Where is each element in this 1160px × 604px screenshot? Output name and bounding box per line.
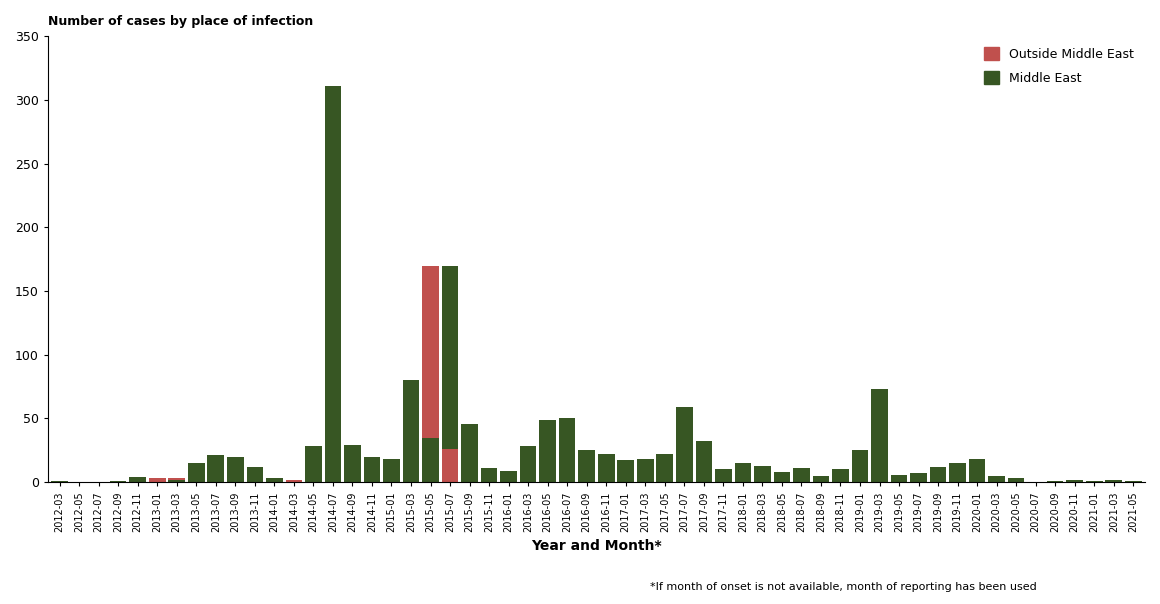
Bar — [422, 437, 438, 482]
Bar — [676, 407, 693, 482]
Bar — [871, 389, 887, 482]
Bar — [285, 480, 302, 482]
Bar — [305, 446, 321, 482]
Bar — [148, 478, 166, 482]
Bar — [988, 476, 1005, 482]
Bar — [1086, 481, 1102, 482]
Text: *If month of onset is not available, month of reporting has been used: *If month of onset is not available, mon… — [650, 582, 1036, 592]
Bar — [969, 459, 985, 482]
Bar — [559, 419, 575, 482]
Bar — [208, 455, 224, 482]
Bar — [168, 478, 186, 482]
Bar — [851, 451, 869, 482]
Bar — [325, 86, 341, 482]
Bar — [383, 459, 400, 482]
Bar — [1047, 481, 1064, 482]
Bar — [51, 481, 68, 482]
Bar — [597, 454, 615, 482]
Bar — [480, 468, 498, 482]
Bar — [168, 478, 186, 480]
Bar — [891, 475, 907, 482]
Bar — [227, 457, 244, 482]
Bar — [1066, 480, 1083, 482]
Bar — [130, 477, 146, 482]
Bar — [520, 446, 536, 482]
Bar — [696, 442, 712, 482]
Bar — [500, 471, 517, 482]
Bar — [1105, 480, 1122, 482]
Bar — [422, 266, 438, 437]
Bar — [110, 481, 126, 482]
Bar — [793, 468, 810, 482]
Legend: Outside Middle East, Middle East: Outside Middle East, Middle East — [979, 42, 1139, 89]
Bar — [754, 466, 770, 482]
Bar — [949, 463, 966, 482]
Bar — [715, 469, 732, 482]
Bar — [930, 467, 947, 482]
Bar — [345, 445, 361, 482]
Text: Number of cases by place of infection: Number of cases by place of infection — [48, 15, 313, 28]
Bar — [442, 449, 458, 482]
Bar — [813, 476, 829, 482]
Bar — [832, 469, 849, 482]
Bar — [1008, 478, 1024, 482]
X-axis label: Year and Month*: Year and Month* — [531, 539, 661, 553]
Bar — [579, 451, 595, 482]
Bar — [734, 463, 752, 482]
Bar — [247, 467, 263, 482]
Bar — [637, 459, 653, 482]
Bar — [774, 472, 790, 482]
Bar — [1125, 481, 1141, 482]
Bar — [539, 420, 556, 482]
Bar — [363, 457, 380, 482]
Bar — [188, 463, 204, 482]
Bar — [911, 474, 927, 482]
Bar — [657, 454, 673, 482]
Bar — [403, 380, 419, 482]
Bar — [462, 423, 478, 482]
Bar — [442, 266, 458, 482]
Bar — [617, 460, 635, 482]
Bar — [266, 478, 283, 482]
